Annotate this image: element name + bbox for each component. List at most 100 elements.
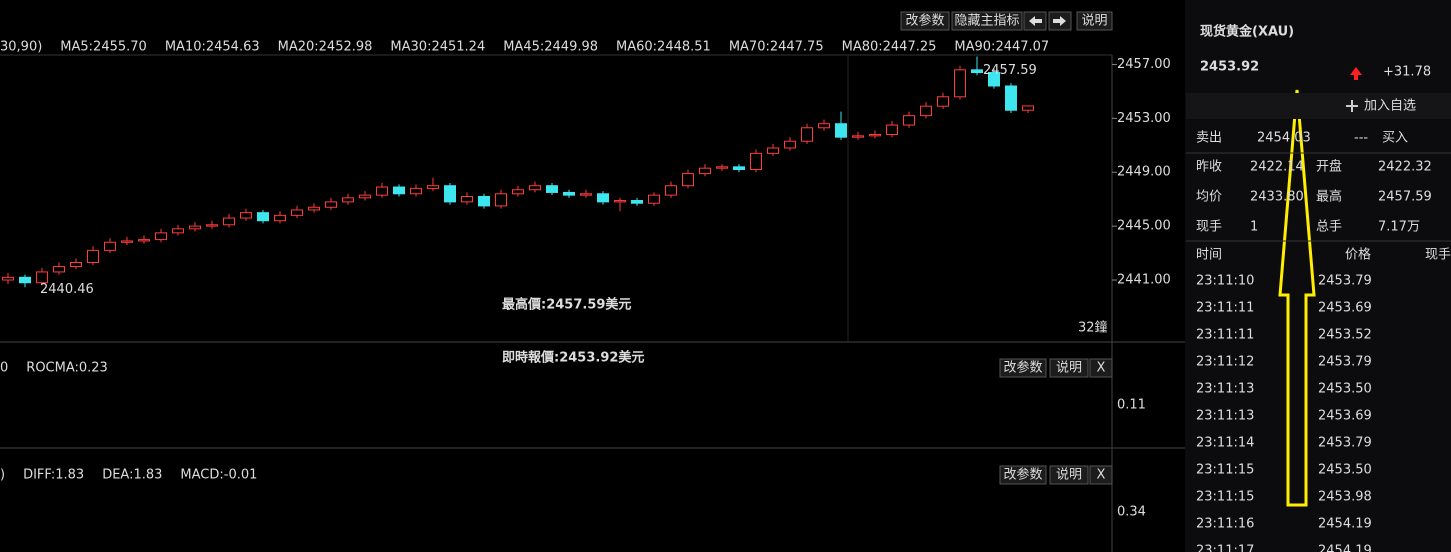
candle-body xyxy=(937,96,949,107)
bar-count: 32鐘 xyxy=(1078,320,1108,336)
legend-item: 0 xyxy=(0,361,8,376)
stat: 最高 xyxy=(1316,189,1342,205)
trade-price: 2453.79 xyxy=(1318,274,1372,289)
candle-body xyxy=(971,69,983,74)
button-label[interactable]: X xyxy=(1097,468,1106,483)
trade-time: 23:11:11 xyxy=(1196,328,1254,343)
candle-body xyxy=(886,124,898,135)
y-tick-label: 2441.00 xyxy=(1117,273,1171,288)
y-tick-label: 2449.00 xyxy=(1117,165,1171,180)
candle-body xyxy=(444,185,456,203)
stat: 2422.32 xyxy=(1378,160,1432,175)
button[interactable] xyxy=(1089,358,1113,378)
trade-time: 23:11:10 xyxy=(1196,274,1254,289)
candle-body xyxy=(682,173,694,187)
button[interactable] xyxy=(999,465,1047,485)
candle-body xyxy=(240,212,252,219)
candle-body xyxy=(733,166,745,171)
candle-body xyxy=(478,195,490,207)
candle-body xyxy=(1005,85,1017,111)
trade-time: 23:11:11 xyxy=(1196,301,1254,316)
candle-body xyxy=(274,214,286,222)
button-label[interactable]: X xyxy=(1097,361,1106,376)
button-label[interactable]: 说明 xyxy=(1056,468,1082,483)
button-label[interactable]: 说明 xyxy=(1081,14,1107,29)
button-label[interactable]: 改参数 xyxy=(905,13,944,29)
button[interactable] xyxy=(951,11,1023,31)
watch-button[interactable] xyxy=(1186,93,1451,119)
legend-item: MACD:-0.01 xyxy=(180,468,257,483)
bid-ask: 卖出 xyxy=(1196,131,1222,146)
candle-body xyxy=(376,186,388,196)
y-tick-label: 0.34 xyxy=(1117,505,1146,520)
legend-item: MA60:2448.51 xyxy=(616,40,711,55)
bid-ask: --- xyxy=(1354,131,1368,146)
plus-icon[interactable] xyxy=(1346,100,1358,112)
trade-time: 23:11:13 xyxy=(1196,409,1254,424)
candle-body xyxy=(291,209,303,216)
candle-body xyxy=(750,152,762,171)
trade-price: 2453.79 xyxy=(1318,355,1372,370)
button[interactable] xyxy=(1076,11,1113,31)
candle-body xyxy=(87,249,99,264)
button-label[interactable]: 改参数 xyxy=(1003,467,1042,483)
y-tick-label: 2453.00 xyxy=(1117,111,1171,126)
low-label: 2440.46 xyxy=(40,282,94,297)
watch-plus[interactable]: 加入自选 xyxy=(1364,99,1416,114)
candle-body xyxy=(325,201,337,208)
candle-body xyxy=(223,217,235,226)
candle-body xyxy=(495,193,507,207)
candle-body xyxy=(189,225,201,230)
legend-item: 30,90) xyxy=(0,40,42,55)
y-tick-label: 0.11 xyxy=(1117,398,1146,413)
candle-body xyxy=(512,189,524,195)
candle-body xyxy=(920,105,932,117)
candle-body xyxy=(563,191,575,196)
bid-ask: 2454.03 xyxy=(1257,131,1311,146)
candle-body xyxy=(835,123,847,138)
trade-price: 2453.50 xyxy=(1318,382,1372,397)
arrow-right-icon[interactable] xyxy=(1053,16,1066,26)
arrow-left-icon[interactable] xyxy=(1029,16,1042,26)
candle-body xyxy=(155,232,167,241)
overlay-text: 最高價:2457.59美元 xyxy=(502,297,631,313)
stat: 现手 xyxy=(1196,220,1222,235)
candle-body xyxy=(597,193,609,203)
button[interactable] xyxy=(900,11,950,31)
trade-price: 2453.50 xyxy=(1318,463,1372,478)
trade-time: 23:11:15 xyxy=(1196,490,1254,505)
candle-body xyxy=(308,206,320,211)
candle-body xyxy=(648,194,660,204)
trade-time: 23:11:14 xyxy=(1196,436,1254,451)
legend-item: DEA:1.83 xyxy=(102,468,162,483)
legend-item: MA5:2455.70 xyxy=(60,40,147,55)
button[interactable] xyxy=(1089,465,1113,485)
button[interactable] xyxy=(999,358,1047,378)
price-change: +31.78 xyxy=(1383,65,1431,80)
button[interactable] xyxy=(1049,465,1089,485)
trade-price: 2454.19 xyxy=(1318,544,1372,552)
quote-panel xyxy=(1185,0,1451,552)
instrument-name: 现货黄金(XAU) xyxy=(1200,24,1294,40)
button[interactable] xyxy=(1049,358,1089,378)
trade-time: 23:11:16 xyxy=(1196,517,1254,532)
trade-price: 2453.52 xyxy=(1318,328,1372,343)
candle-body xyxy=(36,271,48,284)
candle-body xyxy=(70,262,82,268)
stat: 总手 xyxy=(1316,220,1342,235)
candle-body xyxy=(699,167,711,175)
stat: 1 xyxy=(1250,220,1258,235)
button-label[interactable]: 说明 xyxy=(1056,361,1082,376)
candle-body xyxy=(461,195,473,203)
stat: 开盘 xyxy=(1316,159,1342,175)
button-label[interactable]: 隐藏主指标 xyxy=(954,14,1019,29)
candle-body xyxy=(342,197,354,203)
legend-item: MA90:2447.07 xyxy=(954,40,1049,55)
candle-body xyxy=(410,187,422,195)
candle-body xyxy=(121,240,133,243)
candle-body xyxy=(393,186,405,195)
button-label[interactable]: 改参数 xyxy=(1003,360,1042,376)
candle-body xyxy=(818,123,830,129)
candle-body xyxy=(954,69,966,98)
candle-body xyxy=(19,276,31,284)
